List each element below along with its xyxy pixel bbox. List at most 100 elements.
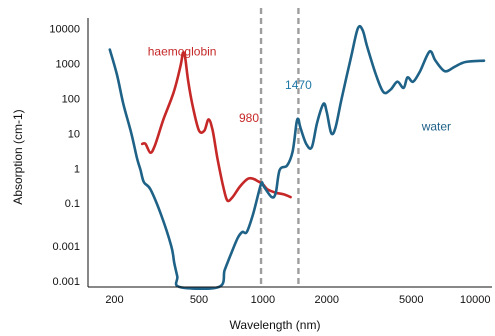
data-point — [483, 59, 486, 62]
y-tick-label: 0.1 — [65, 198, 80, 210]
x-tick-label: 2000 — [315, 294, 339, 306]
data-point — [322, 103, 325, 106]
data-point — [149, 151, 152, 154]
data-point — [374, 73, 377, 76]
data-point — [172, 91, 175, 94]
data-point — [291, 150, 294, 153]
data-point — [198, 129, 201, 132]
data-point — [252, 212, 255, 215]
data-point — [402, 87, 405, 90]
data-point — [192, 108, 195, 111]
reference-label-1470: 1470 — [285, 78, 312, 92]
y-axis-title: Absorption (cm-1) — [11, 109, 25, 204]
data-point — [130, 132, 133, 135]
data-point — [179, 64, 182, 67]
data-point — [334, 126, 337, 129]
x-tick-label: 500 — [190, 294, 208, 306]
data-point — [326, 111, 329, 114]
data-point — [263, 185, 266, 188]
y-tick-label: 0.001 — [52, 241, 80, 253]
data-point — [207, 118, 210, 121]
data-point — [305, 143, 308, 146]
series-points-haemoglobin — [141, 52, 292, 202]
y-tick-label: 10000 — [49, 24, 80, 36]
data-point — [299, 126, 302, 129]
data-point — [252, 178, 255, 181]
data-point — [203, 129, 206, 132]
data-point — [139, 169, 142, 172]
data-point — [226, 199, 229, 202]
series-label-water: water — [421, 120, 451, 134]
data-point — [406, 76, 409, 79]
series-points-water — [109, 27, 486, 288]
data-point — [382, 91, 385, 94]
data-point — [176, 275, 179, 278]
data-point — [282, 193, 285, 196]
x-tick-label: 10000 — [460, 294, 491, 306]
data-point — [330, 132, 333, 135]
data-point — [149, 188, 152, 191]
data-point — [136, 157, 139, 160]
data-point — [216, 157, 219, 160]
data-point — [229, 255, 232, 258]
data-point — [122, 103, 125, 106]
data-point — [109, 48, 112, 51]
data-point — [286, 164, 289, 167]
data-point — [361, 29, 364, 32]
data-point — [173, 261, 176, 264]
data-point — [211, 129, 214, 132]
data-point — [154, 144, 157, 147]
data-point — [340, 97, 343, 100]
data-point — [231, 196, 234, 199]
axes — [87, 18, 492, 288]
x-tick-labels: 200 500 1000 2000 5000 10000 — [105, 294, 490, 306]
series-line-water — [108, 24, 486, 291]
series-layer — [108, 24, 486, 291]
data-point — [297, 118, 300, 121]
data-point — [247, 178, 250, 181]
data-point — [278, 169, 281, 172]
data-point — [222, 185, 225, 188]
data-point — [311, 146, 314, 149]
data-point — [316, 122, 319, 125]
data-point — [116, 73, 119, 76]
x-tick-label: 1000 — [251, 294, 275, 306]
data-point — [241, 231, 244, 234]
data-point — [428, 50, 431, 53]
data-point — [464, 61, 467, 64]
data-point — [419, 70, 422, 73]
data-point — [246, 231, 249, 234]
y-tick-label: 1000 — [56, 59, 80, 71]
x-tick-label: 5000 — [399, 294, 423, 306]
y-tick-label: 10 — [68, 128, 80, 140]
data-point — [412, 80, 415, 83]
data-point — [289, 196, 292, 199]
x-tick-label: 200 — [105, 294, 123, 306]
data-point — [257, 180, 260, 183]
data-point — [444, 70, 447, 73]
data-point — [357, 27, 360, 30]
data-point — [350, 56, 353, 59]
data-point — [239, 185, 242, 188]
data-point — [275, 191, 278, 194]
x-axis-title: Wavelength (nm) — [230, 318, 321, 332]
data-point — [223, 269, 226, 272]
data-point — [162, 118, 165, 121]
reference-label-980: 980 — [239, 111, 259, 125]
data-point — [159, 212, 162, 215]
reference-lines — [259, 8, 300, 287]
data-point — [143, 181, 146, 184]
data-point — [141, 143, 144, 146]
data-point — [270, 196, 273, 199]
data-point — [389, 88, 392, 91]
data-point — [453, 66, 456, 69]
data-point — [366, 46, 369, 49]
data-point — [236, 237, 239, 240]
data-point — [170, 245, 173, 248]
data-point — [144, 143, 147, 146]
series-labels: 980 1470 haemoglobin water — [148, 44, 451, 133]
data-point — [187, 80, 190, 83]
series-line-haemoglobin — [140, 51, 292, 203]
data-point — [295, 122, 298, 125]
